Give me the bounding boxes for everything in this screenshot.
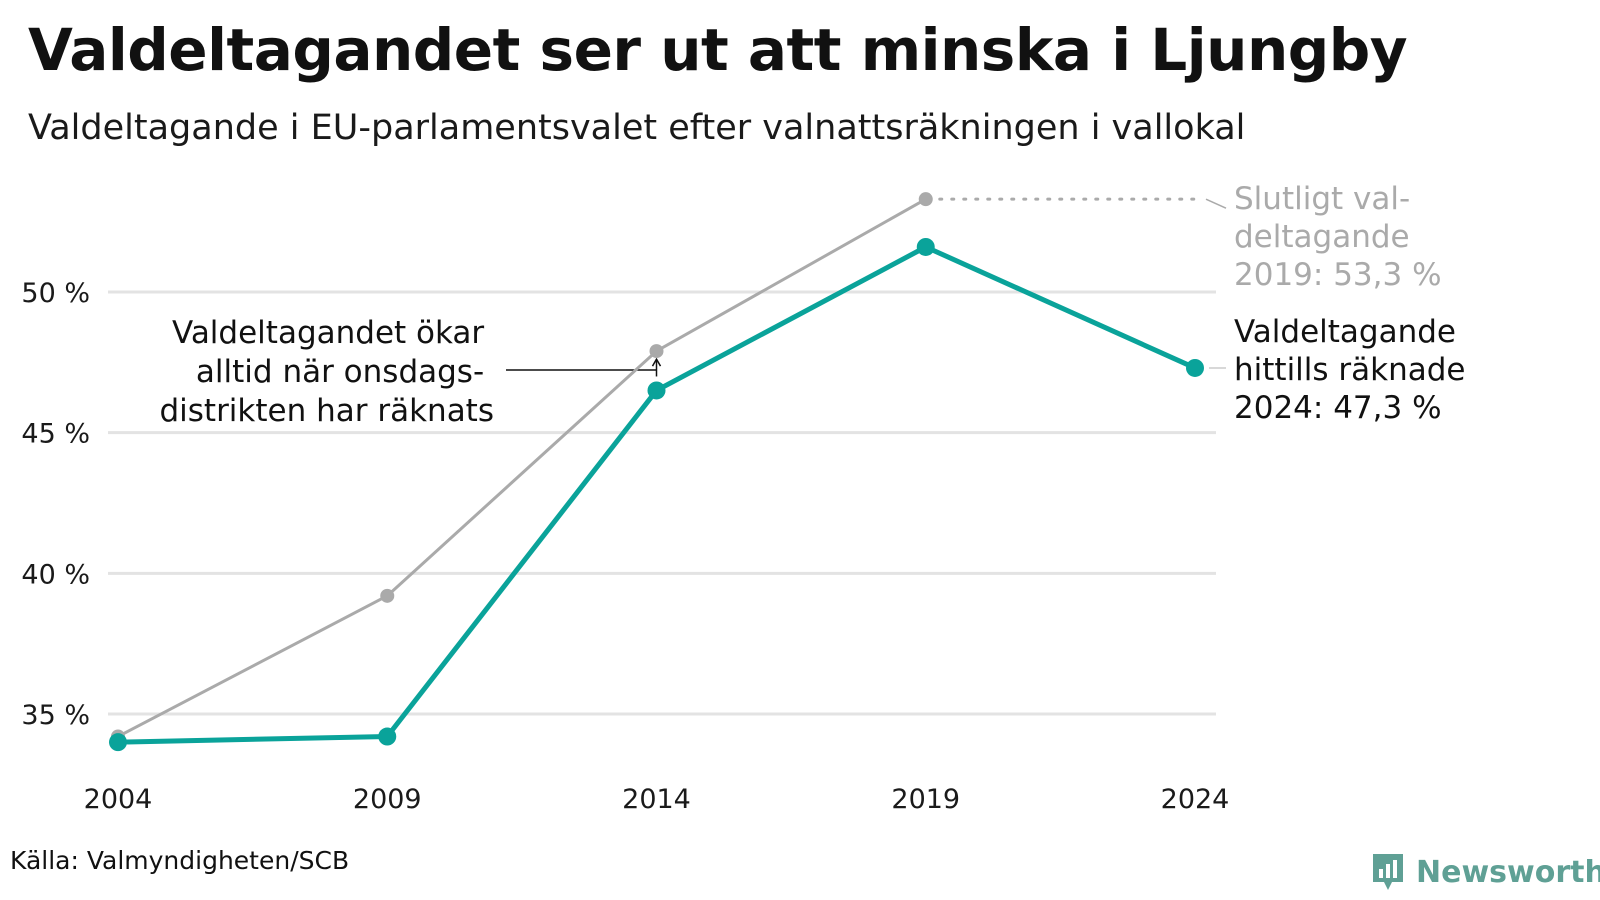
series-lines <box>109 192 1204 752</box>
counted-series-point <box>109 733 127 752</box>
counted-series-point <box>378 727 397 746</box>
brand-name: Newsworthy <box>1416 854 1600 890</box>
final-label-tick <box>1205 198 1227 209</box>
counted-series-point <box>916 237 935 256</box>
note-line-1: Valdeltagandet ökar <box>172 315 484 351</box>
counted-series-point <box>647 381 666 400</box>
final-series-point <box>918 192 933 207</box>
final-series-line <box>117 197 927 738</box>
x-tick-label: 2009 <box>353 784 422 815</box>
x-tick-label: 2004 <box>84 784 153 815</box>
final-label-line-2: deltagande <box>1234 219 1410 255</box>
y-axis-ticks: 35 % 40 % 45 % 50 % <box>21 278 90 731</box>
brand-logo: Newsworthy <box>1370 852 1600 892</box>
note-line-2: alltid när onsdags- <box>196 354 484 390</box>
y-tick-label: 40 % <box>21 559 90 590</box>
x-tick-label: 2014 <box>622 784 691 815</box>
final-series-point <box>380 588 395 603</box>
chart-subtitle: Valdeltagande i EU-parlamentsvalet efter… <box>28 108 1246 148</box>
final-series-point <box>649 344 664 359</box>
y-tick-label: 50 % <box>21 278 90 309</box>
chart-title: Valdeltagandet ser ut att minska i Ljung… <box>28 16 1408 84</box>
final-label: Slutligt val- deltagande 2019: 53,3 % <box>1234 181 1442 293</box>
x-axis-ticks: 2004 2009 2014 2019 2024 <box>84 784 1230 815</box>
source-note: Källa: Valmyndigheten/SCB <box>10 846 350 875</box>
x-tick-label: 2024 <box>1161 784 1230 815</box>
annotation-connectors <box>506 197 1227 377</box>
note-arrow-head <box>651 357 662 367</box>
final-label-line-3: 2019: 53,3 % <box>1234 257 1442 293</box>
counted-label-line-3: 2024: 47,3 % <box>1234 390 1442 426</box>
counted-label: Valdeltagande hittills räknade 2024: 47,… <box>1234 314 1475 426</box>
y-tick-label: 35 % <box>21 700 90 731</box>
annotations: Slutligt val- deltagande 2019: 53,3 % Va… <box>159 181 1475 429</box>
note-line-3: distrikten har räknats <box>159 393 494 429</box>
y-tick-label: 45 % <box>21 419 90 450</box>
counted-label-line-1: Valdeltagande <box>1234 314 1456 350</box>
counted-label-line-2: hittills räknade <box>1234 352 1466 388</box>
counted-series-point <box>1186 358 1204 377</box>
note-label: Valdeltagandet ökar alltid när onsdags- … <box>159 315 494 429</box>
final-label-line-1: Slutligt val- <box>1234 181 1410 217</box>
x-tick-label: 2019 <box>891 784 960 815</box>
newsworthy-logo-icon <box>1373 854 1403 890</box>
